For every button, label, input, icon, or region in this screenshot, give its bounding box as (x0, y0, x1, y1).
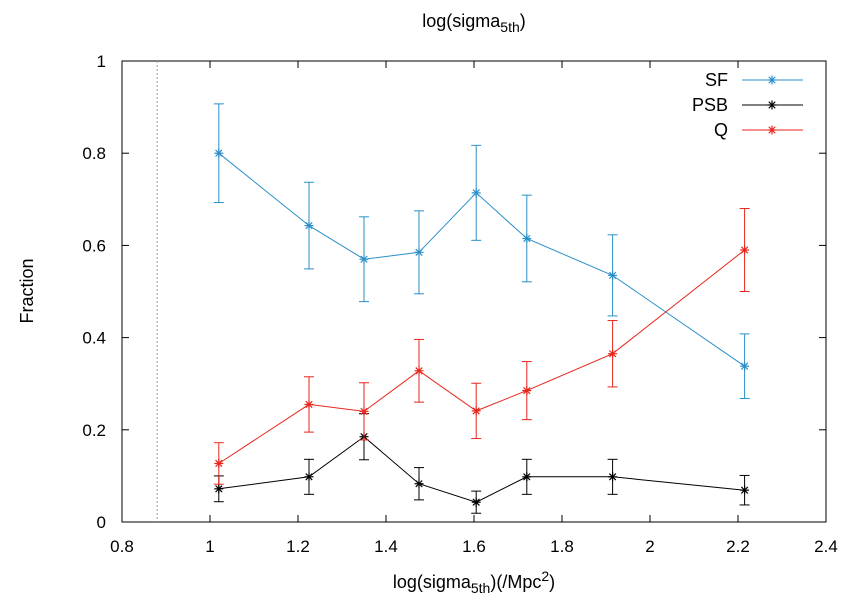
y-tick-label: 1 (97, 52, 106, 71)
legend-marker-sf (767, 75, 777, 85)
point-marker-stroke (415, 480, 423, 488)
x-tick-label: 1 (205, 537, 214, 556)
y-tick-label: 0.8 (82, 144, 106, 163)
data-point-q (608, 349, 618, 359)
legend-label-q: Q (714, 120, 728, 140)
point-marker-stroke (740, 362, 749, 370)
x-axis-title: log(sigma5th)(/Mpc2) (393, 568, 555, 596)
x-tick-label: 1.4 (374, 537, 398, 556)
data-point-sf (608, 270, 618, 280)
point-marker-stroke (740, 486, 749, 494)
point-marker-stroke (472, 189, 480, 197)
point-marker-stroke (608, 473, 617, 481)
x-tick-label: 0.8 (110, 537, 134, 556)
y-tick-label: 0.2 (82, 421, 106, 440)
point-marker-stroke (472, 498, 480, 506)
y-tick-label: 0.6 (82, 236, 106, 255)
x-tick-label: 1.2 (286, 537, 310, 556)
data-point-q (414, 366, 424, 376)
data-point-q (359, 406, 369, 416)
series-line-sf (218, 152, 745, 367)
point-marker-stroke (768, 76, 776, 84)
point-marker-stroke (215, 459, 223, 468)
point-marker-stroke (305, 221, 313, 230)
y-tick-label: 0 (97, 513, 106, 532)
point-marker-stroke (472, 407, 480, 415)
point-marker-stroke (305, 473, 313, 481)
data-layer (213, 103, 750, 514)
point-marker-stroke (415, 367, 423, 375)
data-point-q (304, 399, 314, 409)
point-marker-stroke (415, 248, 423, 256)
data-point-sf (471, 188, 481, 198)
legend-label-psb: PSB (692, 95, 728, 115)
series-line-q (218, 249, 745, 464)
point-marker-stroke (360, 255, 368, 263)
x-tick-label: 1.8 (550, 537, 574, 556)
legend: SF PSB Q (692, 70, 803, 140)
legend-marker-q (767, 125, 777, 135)
point-marker-stroke (215, 149, 223, 157)
data-point-sf (522, 233, 532, 243)
point-marker-stroke (768, 101, 776, 109)
x-tick-label: 2 (645, 537, 654, 556)
y-axis-title: Fraction (17, 258, 37, 323)
data-point-sf (304, 221, 314, 231)
point-marker-stroke (215, 485, 223, 493)
point-marker-stroke (523, 473, 531, 481)
data-point-psb (414, 479, 424, 489)
data-point-sf (359, 254, 369, 264)
point-marker-stroke (360, 407, 368, 416)
data-point-psb (522, 472, 532, 482)
point-marker-stroke (608, 271, 617, 280)
point-marker-stroke (608, 350, 617, 358)
data-point-q (214, 458, 224, 468)
data-point-psb (304, 472, 314, 482)
data-point-sf (414, 247, 424, 257)
x-tick-label: 2.4 (814, 537, 838, 556)
x-tick-label: 1.6 (462, 537, 486, 556)
data-point-psb (740, 485, 750, 495)
y-tick-label: 0.4 (82, 329, 106, 348)
data-point-q (740, 245, 750, 255)
point-marker-stroke (768, 126, 776, 134)
plot-frame-layer: 0.8 1 1.2 1.4 1.6 1.8 2 2.2 2.4 0 0.2 0.4 0.6 0.8 1 (82, 52, 837, 556)
legend-label-sf: SF (705, 70, 728, 90)
top-axis-title: log(sigma5th) (422, 11, 526, 35)
point-marker-stroke (305, 400, 313, 409)
data-point-psb (214, 484, 224, 494)
point-marker-stroke (523, 386, 531, 395)
data-point-sf (214, 148, 224, 158)
point-marker-stroke (740, 246, 749, 254)
data-point-psb (608, 472, 618, 482)
data-point-psb (471, 497, 481, 507)
data-point-sf (740, 361, 750, 371)
data-point-q (471, 406, 481, 416)
point-marker-stroke (523, 234, 531, 243)
legend-marker-psb (767, 100, 777, 110)
x-tick-label: 2.2 (726, 537, 750, 556)
data-point-q (522, 386, 532, 396)
series-line-psb (218, 436, 745, 503)
